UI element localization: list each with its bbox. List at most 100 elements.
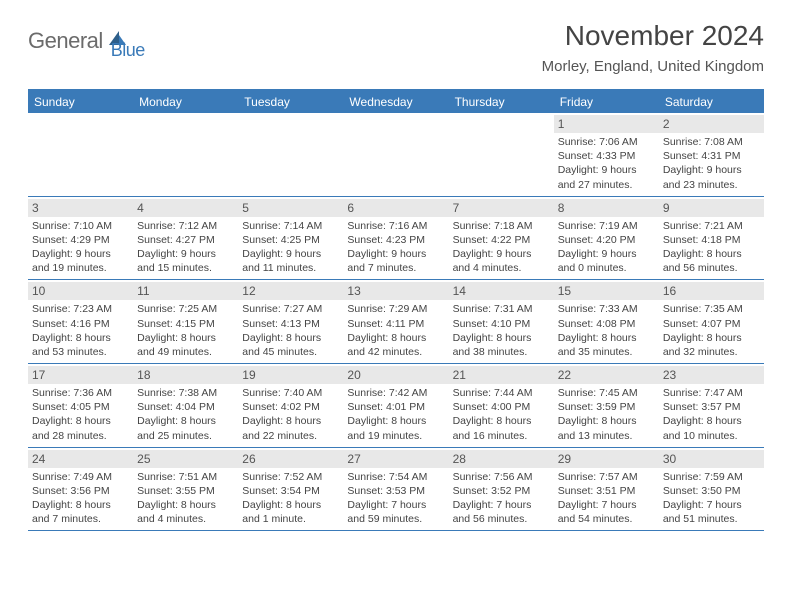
sunrise: Sunrise: 7:38 AM [137, 386, 234, 400]
daylight: Daylight: 8 hours and 45 minutes. [242, 331, 339, 359]
sunset: Sunset: 4:05 PM [32, 400, 129, 414]
sunrise: Sunrise: 7:56 AM [453, 470, 550, 484]
daylight: Daylight: 8 hours and 4 minutes. [137, 498, 234, 526]
day-cell: 14Sunrise: 7:31 AMSunset: 4:10 PMDayligh… [449, 280, 554, 363]
day-cell: 9Sunrise: 7:21 AMSunset: 4:18 PMDaylight… [659, 197, 764, 280]
sunrise: Sunrise: 7:16 AM [347, 219, 444, 233]
header: General Blue November 2024 Morley, Engla… [0, 0, 792, 83]
sunrise: Sunrise: 7:59 AM [663, 470, 760, 484]
day-info: Sunrise: 7:44 AMSunset: 4:00 PMDaylight:… [453, 386, 550, 443]
logo-text-blue: Blue [111, 40, 145, 61]
sunset: Sunset: 4:11 PM [347, 317, 444, 331]
daylight: Daylight: 8 hours and 32 minutes. [663, 331, 760, 359]
day-number: 7 [449, 199, 554, 217]
sunrise: Sunrise: 7:36 AM [32, 386, 129, 400]
day-number: 23 [659, 366, 764, 384]
day-cell: 30Sunrise: 7:59 AMSunset: 3:50 PMDayligh… [659, 448, 764, 531]
day-number: 16 [659, 282, 764, 300]
daylight: Daylight: 9 hours and 11 minutes. [242, 247, 339, 275]
day-number: 15 [554, 282, 659, 300]
day-cell: 5Sunrise: 7:14 AMSunset: 4:25 PMDaylight… [238, 197, 343, 280]
day-cell: 4Sunrise: 7:12 AMSunset: 4:27 PMDaylight… [133, 197, 238, 280]
day-info: Sunrise: 7:18 AMSunset: 4:22 PMDaylight:… [453, 219, 550, 276]
sunrise: Sunrise: 7:54 AM [347, 470, 444, 484]
daylight: Daylight: 8 hours and 22 minutes. [242, 414, 339, 442]
sunset: Sunset: 3:53 PM [347, 484, 444, 498]
day-cell: 29Sunrise: 7:57 AMSunset: 3:51 PMDayligh… [554, 448, 659, 531]
day-info: Sunrise: 7:57 AMSunset: 3:51 PMDaylight:… [558, 470, 655, 527]
day-number: 17 [28, 366, 133, 384]
sunset: Sunset: 3:50 PM [663, 484, 760, 498]
day-number: 3 [28, 199, 133, 217]
sunrise: Sunrise: 7:23 AM [32, 302, 129, 316]
day-number: 2 [659, 115, 764, 133]
logo-text-general: General [28, 28, 103, 54]
daylight: Daylight: 8 hours and 1 minute. [242, 498, 339, 526]
daylight: Daylight: 8 hours and 56 minutes. [663, 247, 760, 275]
day-cell: 8Sunrise: 7:19 AMSunset: 4:20 PMDaylight… [554, 197, 659, 280]
daylight: Daylight: 7 hours and 54 minutes. [558, 498, 655, 526]
weekday-label: Tuesday [238, 91, 343, 113]
sunset: Sunset: 4:01 PM [347, 400, 444, 414]
day-cell: 24Sunrise: 7:49 AMSunset: 3:56 PMDayligh… [28, 448, 133, 531]
sunrise: Sunrise: 7:35 AM [663, 302, 760, 316]
day-number: 10 [28, 282, 133, 300]
sunset: Sunset: 3:52 PM [453, 484, 550, 498]
daylight: Daylight: 8 hours and 16 minutes. [453, 414, 550, 442]
day-cell [238, 113, 343, 196]
weekday-label: Friday [554, 91, 659, 113]
day-cell: 28 Sunrise: 7:56 AMSunset: 3:52 PMDayligh… [449, 448, 554, 531]
daylight: Daylight: 8 hours and 13 minutes. [558, 414, 655, 442]
week-row: 1Sunrise: 7:06 AMSunset: 4:33 PMDaylight… [28, 113, 764, 197]
sunset: Sunset: 4:04 PM [137, 400, 234, 414]
day-info: Sunrise: 7:35 AMSunset: 4:07 PMDaylight:… [663, 302, 760, 359]
sunset: Sunset: 4:20 PM [558, 233, 655, 247]
sunrise: Sunrise: 7:29 AM [347, 302, 444, 316]
day-info: Sunrise: 7:54 AMSunset: 3:53 PMDaylight:… [347, 470, 444, 527]
day-number [133, 115, 238, 133]
weekday-header: SundayMondayTuesdayWednesdayThursdayFrid… [28, 91, 764, 113]
sunrise: Sunrise: 7:06 AM [558, 135, 655, 149]
day-number: 21 [449, 366, 554, 384]
day-cell: 21 Sunrise: 7:44 AMSunset: 4:00 PMDayligh… [449, 364, 554, 447]
day-info: Sunrise: 7:23 AMSunset: 4:16 PMDaylight:… [32, 302, 129, 359]
daylight: Daylight: 8 hours and 35 minutes. [558, 331, 655, 359]
daylight: Daylight: 7 hours and 59 minutes. [347, 498, 444, 526]
day-cell: 11Sunrise: 7:25 AMSunset: 4:15 PMDayligh… [133, 280, 238, 363]
day-cell: 2Sunrise: 7:08 AMSunset: 4:31 PMDaylight… [659, 113, 764, 196]
day-info: Sunrise: 7:56 AMSunset: 3:52 PMDaylight:… [453, 470, 550, 527]
sunrise: Sunrise: 7:08 AM [663, 135, 760, 149]
sunrise: Sunrise: 7:42 AM [347, 386, 444, 400]
sunset: Sunset: 3:55 PM [137, 484, 234, 498]
sunset: Sunset: 4:10 PM [453, 317, 550, 331]
day-number: 12 [238, 282, 343, 300]
day-cell: 20 Sunrise: 7:42 AMSunset: 4:01 PMDayligh… [343, 364, 448, 447]
weekday-label: Monday [133, 91, 238, 113]
sunrise: Sunrise: 7:51 AM [137, 470, 234, 484]
daylight: Daylight: 9 hours and 27 minutes. [558, 163, 655, 191]
sunset: Sunset: 4:08 PM [558, 317, 655, 331]
day-number: 20 [343, 366, 448, 384]
sunrise: Sunrise: 7:18 AM [453, 219, 550, 233]
weekday-label: Thursday [449, 91, 554, 113]
day-number: 22 [554, 366, 659, 384]
day-info: Sunrise: 7:42 AMSunset: 4:01 PMDaylight:… [347, 386, 444, 443]
day-info: Sunrise: 7:38 AMSunset: 4:04 PMDaylight:… [137, 386, 234, 443]
sunrise: Sunrise: 7:52 AM [242, 470, 339, 484]
day-info: Sunrise: 7:10 AMSunset: 4:29 PMDaylight:… [32, 219, 129, 276]
sunrise: Sunrise: 7:33 AM [558, 302, 655, 316]
title-block: November 2024 Morley, England, United Ki… [542, 20, 764, 75]
day-number: 8 [554, 199, 659, 217]
daylight: Daylight: 9 hours and 23 minutes. [663, 163, 760, 191]
day-number: 13 [343, 282, 448, 300]
day-number: 1 [554, 115, 659, 133]
sunset: Sunset: 4:00 PM [453, 400, 550, 414]
sunset: Sunset: 4:07 PM [663, 317, 760, 331]
day-number: 18 [133, 366, 238, 384]
sunset: Sunset: 4:16 PM [32, 317, 129, 331]
sunrise: Sunrise: 7:12 AM [137, 219, 234, 233]
day-number: 28 [449, 450, 554, 468]
sunrise: Sunrise: 7:19 AM [558, 219, 655, 233]
week-row: 17 Sunrise: 7:36 AMSunset: 4:05 PM Dayligh… [28, 364, 764, 448]
sunset: Sunset: 4:27 PM [137, 233, 234, 247]
